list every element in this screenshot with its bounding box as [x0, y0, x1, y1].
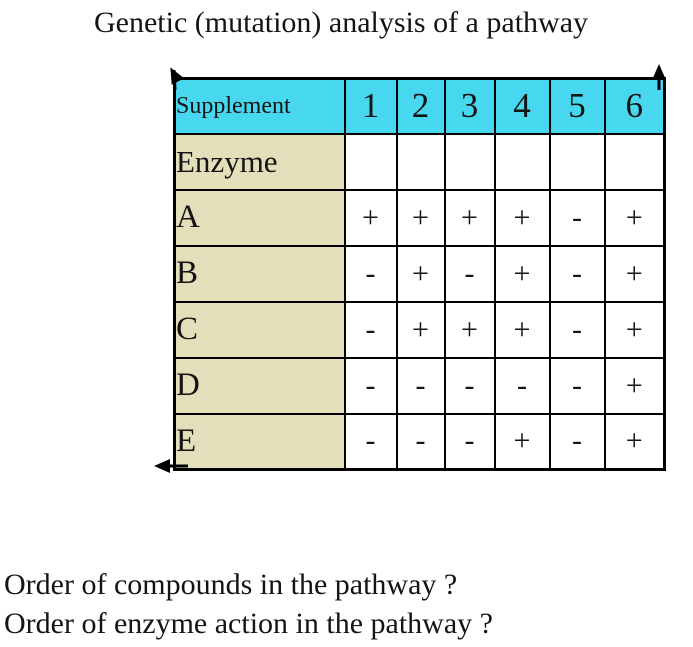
supplement-col-6: 6: [603, 77, 666, 135]
page-title: Genetic (mutation) analysis of a pathway: [94, 6, 589, 39]
supplement-col-5: 5: [548, 77, 606, 135]
row-B-label: B: [173, 244, 346, 303]
row-D-label: D: [173, 356, 346, 415]
cell-C-3: +: [443, 300, 496, 359]
cell-A-3: +: [443, 188, 496, 247]
row-A-label: A: [173, 188, 346, 247]
cell-C-4: +: [493, 300, 551, 359]
cell-B-3: -: [443, 244, 496, 303]
cell-D-3: -: [443, 356, 496, 415]
row-E-label: E: [173, 412, 346, 471]
cell-D-6: +: [603, 356, 666, 415]
cell-enzyme-1: [343, 132, 398, 191]
cell-C-5: -: [548, 300, 606, 359]
cell-E-4: +: [493, 412, 551, 471]
enzyme-row: Enzyme: [173, 132, 666, 191]
enzyme-row-label: Enzyme: [173, 132, 346, 191]
table-row-A: A + + + + - +: [173, 188, 666, 247]
cell-E-6: +: [603, 412, 666, 471]
row-C-label: C: [173, 300, 346, 359]
table-row-E: E - - - + - +: [173, 412, 666, 471]
supplement-header-cell: Supplement: [173, 77, 346, 135]
supplement-col-2: 2: [395, 77, 446, 135]
cell-enzyme-6: [603, 132, 666, 191]
table-row-D: D - - - - - +: [173, 356, 666, 415]
arrow-left-icon: [154, 459, 170, 473]
supplement-col-4: 4: [493, 77, 551, 135]
cell-C-1: -: [343, 300, 398, 359]
cell-D-5: -: [548, 356, 606, 415]
mutation-analysis-table: Supplement 1 2 3 4 5 6 Enzyme A + + + + …: [173, 77, 666, 471]
cell-B-5: -: [548, 244, 606, 303]
cell-enzyme-5: [548, 132, 606, 191]
supplement-col-1: 1: [343, 77, 398, 135]
questions-block: Order of compounds in the pathway ? Orde…: [4, 565, 493, 643]
cell-D-2: -: [395, 356, 446, 415]
cell-A-2: +: [395, 188, 446, 247]
cell-B-2: +: [395, 244, 446, 303]
supplement-col-3: 3: [443, 77, 496, 135]
cell-E-3: -: [443, 412, 496, 471]
cell-enzyme-3: [443, 132, 496, 191]
cell-D-4: -: [493, 356, 551, 415]
cell-C-6: +: [603, 300, 666, 359]
cell-E-2: -: [395, 412, 446, 471]
cell-C-2: +: [395, 300, 446, 359]
table-row-B: B - + - + - +: [173, 244, 666, 303]
cell-A-4: +: [493, 188, 551, 247]
cell-A-5: -: [548, 188, 606, 247]
cell-enzyme-2: [395, 132, 446, 191]
question-compounds-order: Order of compounds in the pathway ?: [4, 568, 458, 601]
cell-A-6: +: [603, 188, 666, 247]
question-enzyme-order: Order of enzyme action in the pathway ?: [4, 607, 493, 640]
table-row-C: C - + + + - +: [173, 300, 666, 359]
cell-D-1: -: [343, 356, 398, 415]
cell-B-6: +: [603, 244, 666, 303]
cell-E-5: -: [548, 412, 606, 471]
header-row: Supplement 1 2 3 4 5 6: [173, 77, 666, 135]
cell-B-4: +: [493, 244, 551, 303]
cell-A-1: +: [343, 188, 398, 247]
cell-B-1: -: [343, 244, 398, 303]
cell-E-1: -: [343, 412, 398, 471]
cell-enzyme-4: [493, 132, 551, 191]
